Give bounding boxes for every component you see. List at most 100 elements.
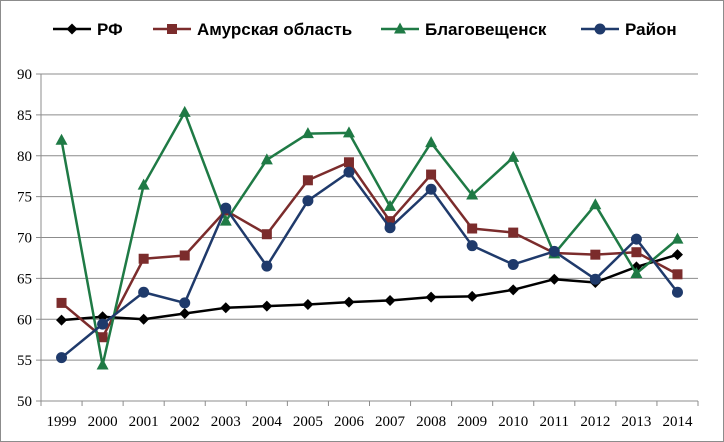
x-tick-label: 2013 (621, 414, 651, 430)
series-4-point (97, 318, 109, 330)
y-tick-label: 55 (17, 353, 32, 369)
series-1-point (220, 302, 232, 314)
x-tick-label: 2007 (375, 414, 406, 430)
x-tick-label: 2010 (498, 414, 528, 430)
series-1-point (56, 314, 68, 326)
series-2-point (467, 223, 478, 234)
series-2-point (97, 332, 108, 343)
series-2-point (179, 250, 190, 261)
series-3-point (301, 127, 314, 139)
x-tick-label: 2011 (540, 414, 569, 430)
gridlines (41, 73, 698, 361)
series-3-point (671, 232, 684, 244)
legend-label: Благовещенск (425, 20, 547, 39)
y-tick-label: 90 (17, 67, 32, 83)
series-2-line (60, 161, 679, 339)
series-2-point (590, 249, 601, 260)
y-tick-label: 70 (17, 231, 32, 247)
series-4-point (466, 240, 478, 252)
legend-marker (594, 23, 606, 35)
axes (36, 73, 699, 406)
x-tick-label: 2003 (211, 414, 241, 430)
series-4-point (343, 166, 355, 178)
series-3-line (60, 111, 679, 367)
series-3-point (96, 358, 109, 370)
series-2-point (672, 269, 683, 280)
x-tick-label: 2004 (252, 414, 283, 430)
y-tick-label: 80 (17, 149, 32, 165)
series-3-point (507, 150, 520, 162)
legend-label: Амурская область (197, 20, 352, 39)
series-3-point (589, 198, 602, 210)
y-axis-ticks: 50 55 60 65 70 75 80 85 90 (17, 67, 32, 410)
series-4-point (261, 260, 273, 272)
series-4-point (589, 273, 601, 285)
x-axis-ticks: 1999 2000 2001 2002 2003 2004 2005 2006 2007 2008… (47, 414, 693, 430)
legend-marker (66, 23, 78, 35)
series-4-point (179, 297, 191, 309)
series-3-point (55, 133, 68, 145)
series-2-point (426, 169, 437, 180)
series-2-point (385, 216, 396, 227)
x-tick-label: 2006 (334, 414, 365, 430)
series-3 (55, 105, 684, 370)
series-3-point (178, 105, 191, 117)
series-4-point (671, 286, 683, 298)
x-tick-label: 2008 (416, 414, 446, 430)
series-1-point (671, 249, 683, 261)
x-tick-label: 2012 (580, 414, 610, 430)
series-2-point (138, 253, 149, 264)
series-1-point (179, 308, 191, 320)
series-4-point (302, 195, 314, 207)
y-tick-label: 50 (17, 394, 32, 410)
series-1-point (466, 290, 478, 302)
series-4-point (138, 286, 150, 298)
series-1-point (425, 291, 437, 303)
series-3-point (466, 188, 479, 200)
series-4-point (425, 183, 437, 195)
series-4-point (56, 352, 68, 364)
series-4-point (220, 202, 232, 214)
series-4 (56, 166, 683, 364)
x-tick-label: 2014 (662, 414, 693, 430)
series-3-point (425, 136, 438, 148)
series-3-point (630, 266, 643, 278)
legend-item: Амурская область (153, 20, 352, 39)
x-tick-label: 2005 (293, 414, 323, 430)
series-3-point (342, 126, 355, 138)
legend-item: Район (581, 20, 677, 39)
legend: РФ Амурская область Благовещенск Район (53, 20, 677, 39)
series-2 (56, 157, 683, 343)
series-4-line (60, 170, 679, 359)
series-2-point (56, 297, 67, 308)
y-tick-label: 60 (17, 312, 32, 328)
y-tick-label: 75 (17, 190, 32, 206)
series-2-point (508, 227, 519, 238)
series-3-point (384, 199, 397, 211)
series-1-point (138, 313, 150, 325)
series-2-point (343, 157, 354, 168)
series-1-line (61, 253, 678, 322)
series-4-point (548, 245, 560, 257)
series-group (55, 105, 684, 370)
x-tick-label: 2002 (170, 414, 200, 430)
series-1-point (384, 294, 396, 306)
legend-item: Благовещенск (381, 20, 547, 39)
series-4-point (630, 233, 642, 245)
series-1-point (302, 299, 314, 311)
legend-marker (167, 24, 177, 34)
y-tick-label: 65 (17, 271, 32, 287)
series-2-point (261, 229, 272, 240)
series-1-point (507, 284, 519, 296)
series-1 (56, 249, 683, 326)
legend-item: РФ (53, 20, 123, 39)
series-2-point (302, 175, 313, 186)
legend-label: РФ (97, 20, 123, 39)
series-1-point (343, 296, 355, 308)
series-3-point (137, 178, 150, 190)
y-tick-label: 85 (17, 108, 32, 124)
x-tick-label: 2009 (457, 414, 487, 430)
series-2-point (631, 247, 642, 258)
